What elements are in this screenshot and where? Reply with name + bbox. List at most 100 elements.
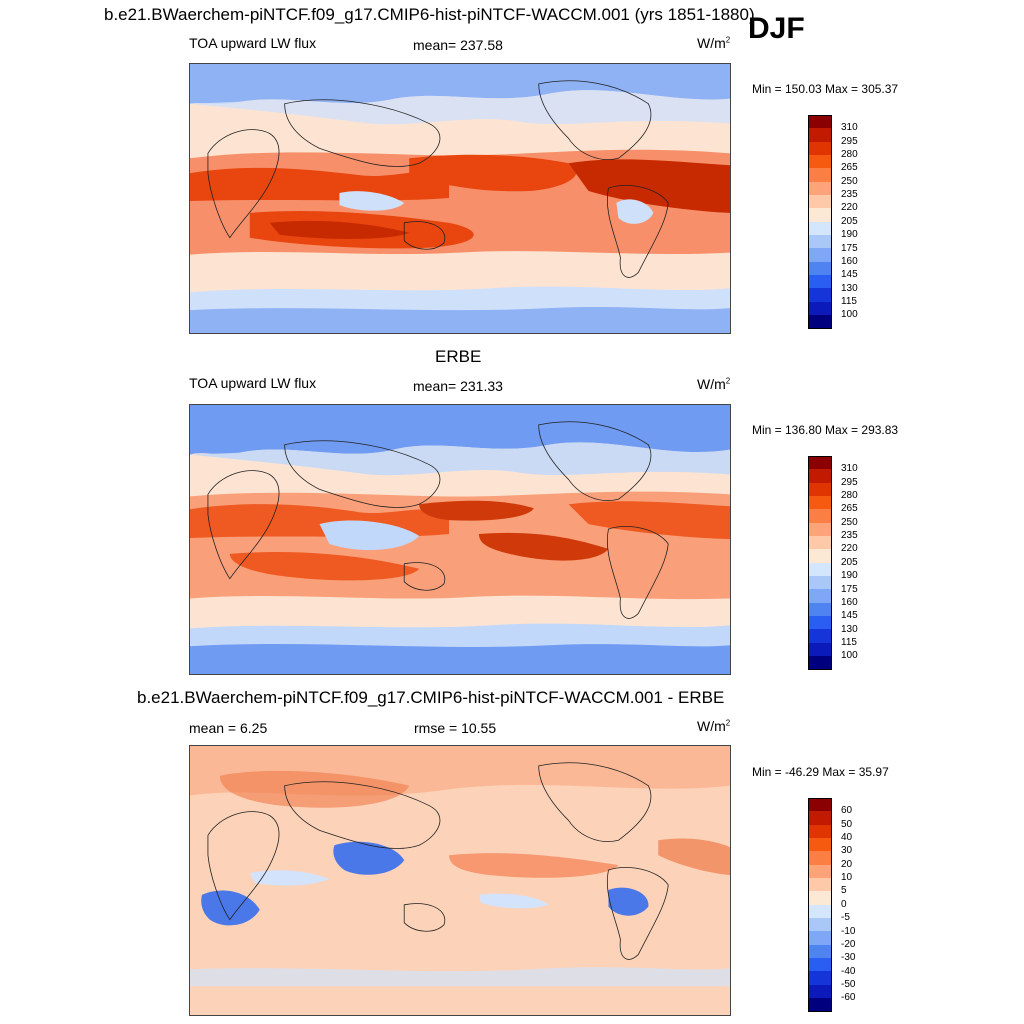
colorbar-swatch: [808, 576, 832, 590]
panel-2-variable-label: TOA upward LW flux: [189, 375, 317, 391]
southern-cool-band: [190, 623, 730, 649]
colorbar-tick-label: 10: [841, 872, 853, 884]
colorbar-tick-label: 115: [841, 636, 857, 648]
colorbar-swatch: [808, 918, 832, 932]
colorbar-swatch: [808, 931, 832, 945]
tropical-hot-north: [190, 167, 450, 201]
panel-2-mean-label: mean= 231.33: [413, 378, 503, 394]
panel-3-map-svg: [190, 746, 730, 1015]
colorbar-swatch: [808, 616, 832, 630]
southern-cool-band: [190, 967, 730, 987]
colorbar-swatch: [808, 642, 832, 657]
colorbar-swatch: [808, 944, 832, 959]
colorbar-tick-label: 265: [841, 162, 858, 174]
colorbar-swatch: [808, 181, 832, 196]
colorbar-tick-label: -20: [841, 938, 856, 950]
colorbar-swatch: [808, 998, 832, 1012]
colorbar-tick-label: 190: [841, 229, 858, 241]
south-america-negative-bias: [608, 887, 649, 916]
panel-3-mean-label: mean = 6.25: [189, 720, 268, 736]
colorbar-swatch: [808, 195, 832, 209]
colorbar-swatch: [808, 536, 832, 550]
colorbar-tick-label: -60: [841, 992, 856, 1004]
colorbar-tick-label: 130: [841, 282, 858, 294]
northern-cool-band: [190, 90, 730, 125]
antarctic-cold: [190, 307, 730, 333]
colorbar-tick-label: 145: [841, 610, 858, 622]
colorbar-tick-label: 115: [841, 295, 857, 307]
colorbar-swatch: [808, 798, 832, 812]
coastlines: [207, 421, 669, 619]
colorbar-tick-label: 100: [841, 650, 858, 662]
colorbar-swatch: [808, 891, 832, 905]
colorbar-tick-label: 280: [841, 490, 858, 502]
colorbar-tick-label: 160: [841, 596, 858, 608]
colorbar-tick-label: 145: [841, 269, 858, 281]
south-pacific-hot: [478, 532, 609, 561]
colorbar-swatch: [808, 301, 832, 316]
colorbar-tick-label: 250: [841, 175, 858, 187]
colorbar-tick-label: 190: [841, 570, 858, 582]
colorbar-tick-label: 20: [841, 858, 853, 870]
colorbar-swatch: [808, 496, 832, 510]
southern-cool-band: [190, 286, 730, 313]
colorbar-tick-label: 175: [841, 242, 858, 254]
colorbar-tick-label: 295: [841, 476, 858, 488]
colorbar-tick-label: 220: [841, 543, 858, 555]
panel-1-units: W/m2: [697, 35, 731, 51]
indian-ocean-cool: [249, 870, 330, 886]
colorbar-tick-label: 100: [841, 309, 858, 321]
colorbar-tick-label: 40: [841, 832, 853, 844]
colorbar-swatch: [808, 168, 832, 182]
colorbar-tick-label: 310: [841, 463, 858, 475]
atlantic-hot: [568, 501, 730, 540]
colorbar-tick-label: -10: [841, 925, 856, 937]
colorbar-swatch: [808, 155, 832, 169]
arctic-cold-region: [190, 64, 730, 104]
colorbar-swatch: [808, 482, 832, 497]
colorbar-tick-label: 130: [841, 623, 858, 635]
colorbar-tick-label: -30: [841, 952, 856, 964]
panel-1-variable-label: TOA upward LW flux: [189, 35, 317, 51]
colorbar-swatch: [808, 629, 832, 643]
panel-3-map: [189, 745, 731, 1016]
colorbar-swatch: [808, 904, 832, 919]
colorbar-swatch: [808, 469, 832, 483]
panel-3-minmax: Min = -46.29 Max = 35.97: [752, 765, 889, 779]
colorbar-tick-label: 50: [841, 818, 853, 830]
colorbar-swatch: [808, 115, 832, 129]
colorbar-swatch: [808, 261, 832, 276]
south-indian-hot: [229, 552, 420, 581]
positive-bias-north: [219, 770, 410, 808]
colorbar-tick-label: 280: [841, 149, 858, 161]
colorbar-tick-label: 205: [841, 215, 858, 227]
colorbar-swatch: [808, 958, 832, 972]
panel-3-rmse-label: rmse = 10.55: [414, 720, 497, 736]
panel-1-minmax: Min = 150.03 Max = 305.37: [752, 82, 899, 96]
panel-2-units: W/m2: [697, 376, 731, 392]
season-label: DJF: [748, 12, 805, 45]
colorbar-swatch: [808, 602, 832, 617]
atlantic-positive-bias: [658, 838, 730, 876]
colorbar-swatch: [808, 656, 832, 670]
colorbar-tick-label: 30: [841, 845, 853, 857]
colorbar-tick-label: 175: [841, 583, 858, 595]
colorbar-tick-label: -50: [841, 978, 856, 990]
colorbar-tick-label: 310: [841, 122, 858, 134]
colorbar-tick-label: 265: [841, 503, 858, 515]
panel-2-colorbar: [808, 456, 832, 670]
atlantic-hot: [568, 159, 730, 213]
colorbar-swatch: [808, 984, 832, 999]
colorbar-swatch: [808, 864, 832, 879]
colorbar-tick-label: 220: [841, 202, 858, 214]
colorbar-tick-label: -40: [841, 965, 856, 977]
panel-2-map: [189, 404, 731, 675]
panel-1-map: [189, 63, 731, 334]
colorbar-swatch: [808, 141, 832, 156]
colorbar-swatch: [808, 221, 832, 236]
colorbar-swatch: [808, 971, 832, 985]
colorbar-swatch: [808, 811, 832, 825]
colorbar-tick-label: 5: [841, 885, 847, 897]
panel-1-map-svg: [190, 64, 730, 333]
colorbar-swatch: [808, 824, 832, 839]
